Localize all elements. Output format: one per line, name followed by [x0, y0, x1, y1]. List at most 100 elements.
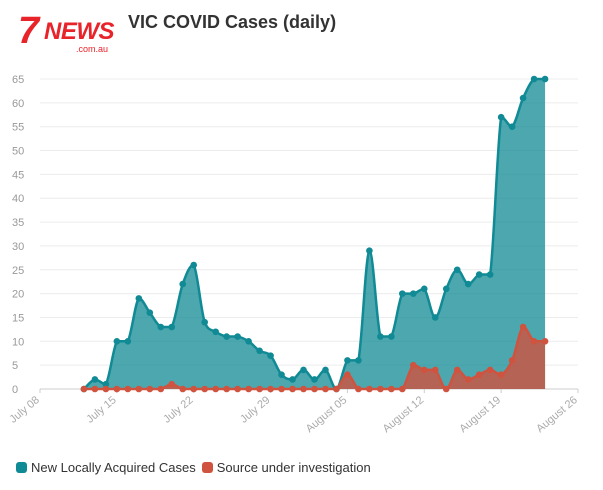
series-point-0 [245, 338, 252, 345]
series-point-1 [91, 385, 99, 393]
series-point-0 [442, 285, 450, 293]
series-point-1 [475, 371, 483, 378]
series-point-0 [124, 338, 132, 345]
logo-news: NEWS [44, 18, 115, 45]
y-tick-label: 60 [12, 98, 24, 110]
series-point-1 [355, 385, 362, 393]
chart-legend: New Locally Acquired Cases Source under … [16, 460, 377, 475]
series-point-0 [519, 94, 527, 102]
y-tick-label: 45 [12, 169, 24, 181]
series-point-1 [497, 371, 505, 378]
series-point-1 [420, 366, 428, 374]
legend-item-investigation[interactable]: Source under investigation [201, 460, 371, 475]
series-point-1 [223, 385, 230, 393]
series-point-0 [234, 333, 241, 340]
y-tick-label: 40 [12, 193, 24, 205]
cases-chart: 0 5 10 15 20 25 30 35 40 45 50 55 60 65 July 08 July 15… [8, 74, 580, 435]
series-point-0 [278, 371, 285, 378]
series-point-1 [442, 385, 450, 393]
series-point-1 [289, 385, 296, 393]
series-point-1 [541, 338, 549, 345]
x-tick-label: July 15 [84, 394, 118, 426]
series-point-1 [464, 376, 472, 383]
series-point-1 [245, 385, 252, 393]
series-point-1 [234, 385, 241, 393]
series-point-1 [311, 385, 318, 393]
series-point-0 [267, 352, 274, 359]
y-tick-label: 55 [12, 122, 24, 134]
x-tick-label: July 22 [161, 394, 195, 426]
chart-title: VIC COVID Cases (daily) [128, 12, 337, 32]
series-point-1 [431, 366, 439, 374]
y-tick-label: 0 [12, 384, 18, 396]
series-point-1 [201, 385, 208, 393]
series-point-0 [530, 75, 538, 83]
series-point-1 [168, 380, 176, 388]
series-point-1 [267, 385, 274, 393]
series-point-0 [289, 376, 296, 383]
series-point-0 [355, 357, 362, 364]
7news-logo: 7 NEWS .com.au [18, 10, 118, 56]
series-point-1 [157, 385, 165, 393]
series-point-1 [124, 385, 132, 393]
x-tick-label: August 26 [534, 394, 580, 435]
series-point-0 [212, 328, 219, 336]
series-point-1 [256, 385, 263, 393]
series-point-1 [508, 357, 516, 364]
series-point-0 [541, 75, 549, 83]
y-tick-label: 50 [12, 146, 24, 158]
series-point-0 [179, 280, 187, 288]
y-tick-label: 15 [12, 312, 24, 324]
y-tick-label: 30 [12, 241, 24, 253]
series-point-1 [80, 385, 88, 393]
series-point-0 [300, 366, 307, 374]
series-point-0 [464, 280, 472, 288]
legend-swatch-investigation [201, 462, 213, 473]
series-point-0 [486, 271, 494, 278]
series-point-0 [256, 347, 263, 355]
x-tick-label: August 19 [457, 394, 503, 435]
x-tick-label: August 05 [304, 394, 350, 435]
y-tick-label: 20 [12, 289, 24, 301]
series-point-0 [102, 380, 110, 388]
series-point-1 [530, 338, 538, 345]
series-point-1 [278, 385, 285, 393]
series-point-1 [102, 385, 110, 393]
legend-label-local: New Locally Acquired Cases [31, 460, 196, 475]
series-point-1 [146, 385, 154, 393]
series-point-1 [344, 371, 351, 378]
series-area-0 [83, 79, 546, 389]
series-point-0 [146, 309, 154, 316]
series-point-1 [190, 385, 198, 393]
series-point-1 [300, 385, 307, 393]
legend-swatch-local [16, 462, 27, 473]
series-point-1 [410, 361, 417, 369]
series-point-0 [366, 247, 373, 254]
series-point-0 [344, 357, 351, 364]
y-tick-label: 5 [12, 360, 18, 372]
series-point-0 [508, 123, 516, 130]
series-point-0 [388, 333, 395, 340]
series-point-1 [453, 366, 461, 374]
series-point-0 [190, 261, 198, 269]
y-tick-label: 65 [12, 74, 24, 86]
series-point-1 [388, 385, 395, 393]
series-point-1 [113, 385, 121, 393]
series-point-0 [497, 113, 505, 121]
series-point-1 [135, 385, 143, 393]
y-tick-label: 35 [12, 217, 24, 229]
series-point-0 [475, 271, 483, 278]
series-point-0 [431, 314, 439, 321]
series-point-0 [399, 290, 406, 297]
legend-item-local[interactable]: New Locally Acquired Cases [16, 460, 196, 475]
series-point-0 [311, 376, 318, 383]
series-point-0 [322, 366, 329, 374]
series-area-1 [83, 327, 546, 389]
series-point-0 [201, 318, 208, 326]
series-point-0 [113, 338, 121, 345]
series-point-1 [377, 385, 384, 393]
series-point-0 [420, 285, 428, 293]
series-point-1 [486, 366, 494, 374]
series-point-1 [333, 385, 340, 393]
y-tick-label: 10 [12, 336, 24, 348]
